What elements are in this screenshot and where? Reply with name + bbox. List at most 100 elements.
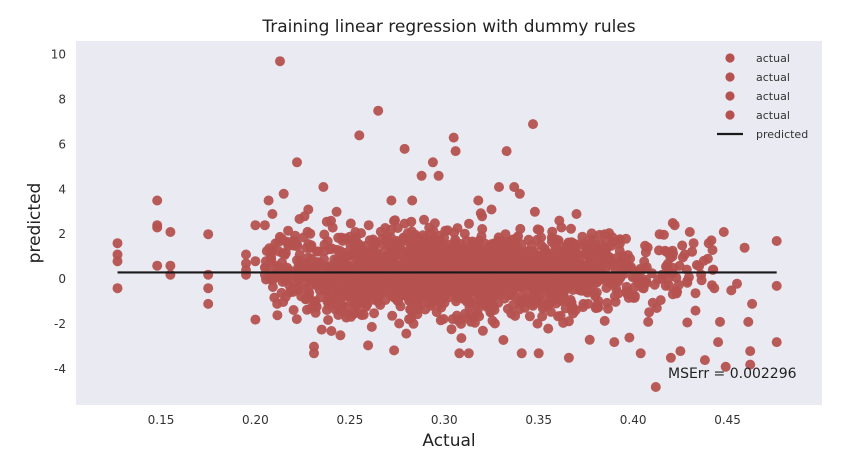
scatter-point — [415, 242, 425, 253]
scatter-point — [345, 240, 356, 251]
scatter-point — [448, 132, 459, 143]
scatter-point — [302, 226, 313, 237]
scatter-point — [538, 301, 549, 312]
scatter-point — [152, 260, 163, 271]
scatter-point — [662, 247, 673, 258]
y-tick-label: 6 — [58, 137, 66, 151]
scatter-point — [640, 240, 651, 251]
chart-title: Training linear regression with dummy ru… — [261, 17, 635, 37]
x-tick-label: 0.30 — [431, 413, 458, 427]
scatter-point — [696, 269, 707, 280]
scatter-point — [259, 220, 270, 231]
scatter-point — [564, 281, 575, 292]
scatter-point — [713, 337, 724, 348]
scatter-point — [341, 302, 352, 313]
scatter-point — [321, 305, 332, 315]
scatter-point — [203, 269, 214, 280]
scatter-point — [528, 119, 538, 130]
scatter-point — [546, 291, 557, 302]
scatter-point — [453, 315, 464, 326]
scatter-point — [511, 233, 522, 244]
scatter-point — [603, 303, 613, 314]
scatter-point — [386, 251, 397, 262]
scatter-point — [356, 228, 367, 239]
legend-label: predicted — [756, 128, 808, 141]
scatter-point — [637, 282, 648, 293]
scatter-point — [743, 316, 754, 327]
scatter-point — [520, 293, 531, 304]
scatter-point — [450, 146, 461, 157]
scatter-point — [405, 253, 416, 263]
scatter-point — [433, 170, 444, 181]
scatter-point — [348, 306, 359, 317]
scatter-point — [506, 279, 517, 290]
scatter-point — [263, 195, 274, 206]
scatter-point — [473, 195, 484, 206]
scatter-point — [443, 253, 454, 264]
scatter-point — [687, 246, 698, 257]
scatter-point — [643, 316, 654, 327]
scatter-point — [278, 188, 289, 199]
legend-marker — [725, 72, 735, 82]
scatter-point — [726, 285, 737, 296]
scatter-point — [152, 222, 163, 233]
scatter-point — [607, 257, 618, 268]
scatter-point — [203, 298, 214, 309]
scatter-point — [345, 218, 356, 229]
scatter-point — [387, 310, 398, 321]
scatter-point — [311, 301, 322, 312]
scatter-point — [566, 304, 577, 315]
scatter-point — [360, 290, 371, 301]
scatter-point — [389, 278, 400, 289]
scatter-point — [665, 352, 676, 363]
scatter-point — [290, 230, 301, 241]
scatter-point — [639, 256, 650, 267]
scatter-point — [571, 209, 582, 219]
scatter-point — [402, 277, 413, 288]
scatter-point — [259, 269, 270, 280]
scatter-point — [494, 182, 504, 192]
scatter-point — [425, 247, 436, 258]
scatter-point — [489, 305, 500, 315]
x-tick-label: 0.20 — [242, 413, 269, 427]
scatter-point — [739, 242, 750, 253]
scatter-point — [386, 195, 397, 206]
scatter-point — [653, 274, 664, 285]
scatter-point — [407, 195, 418, 206]
scatter-point — [690, 305, 701, 316]
scatter-point — [353, 240, 364, 250]
scatter-point — [477, 224, 488, 234]
scatter-point — [369, 238, 380, 249]
scatter-point — [664, 280, 675, 291]
scatter-point — [363, 340, 374, 351]
scatter-point — [165, 227, 176, 237]
scatter-point — [267, 209, 278, 219]
scatter-point — [650, 382, 661, 392]
scatter-point — [547, 226, 558, 237]
scatter-point — [528, 300, 538, 311]
scatter-point — [516, 348, 527, 359]
scatter-point — [416, 170, 427, 181]
scatter-point — [484, 274, 495, 285]
scatter-point — [417, 230, 428, 241]
scatter-point — [720, 361, 731, 372]
scatter-point — [684, 227, 695, 237]
scatter-point — [456, 333, 467, 344]
scatter-point — [335, 330, 346, 341]
scatter-point — [288, 305, 299, 315]
scatter-point — [321, 262, 332, 273]
scatter-point — [280, 292, 291, 303]
scatter-point — [545, 306, 556, 317]
scatter-point — [683, 272, 694, 283]
scatter-point — [333, 310, 344, 320]
scatter-point — [609, 280, 619, 290]
scatter-point — [291, 314, 302, 325]
scatter-point — [468, 258, 479, 268]
scatter-point — [556, 248, 566, 259]
scatter-point — [373, 105, 384, 116]
scatter-point — [316, 324, 327, 335]
scatter-point — [366, 321, 377, 332]
scatter-point — [651, 303, 662, 313]
scatter-point — [203, 229, 214, 240]
